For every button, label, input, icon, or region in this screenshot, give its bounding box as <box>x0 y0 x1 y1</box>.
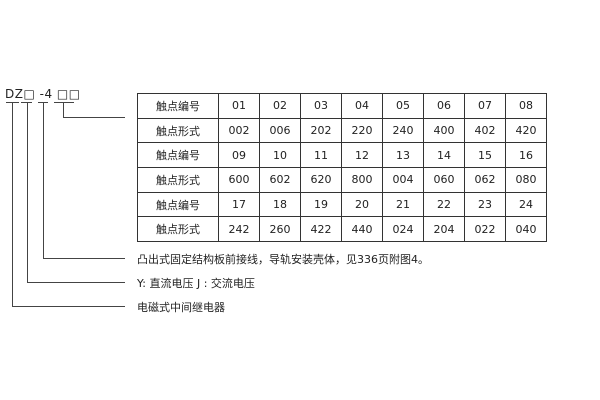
table-cell: 11 <box>300 142 342 169</box>
table-row: 触点编号 09 10 11 12 13 14 15 16 <box>137 142 547 169</box>
table-cell: 240 <box>382 117 424 144</box>
table-cell: 09 <box>218 142 260 169</box>
table-row: 触点编号 01 02 03 04 05 06 07 08 <box>137 93 547 119</box>
note-voltage: Y: 直流电压 J : 交流电压 <box>137 277 255 290</box>
table-cell: 002 <box>218 117 260 144</box>
table-cell: 04 <box>341 93 383 119</box>
model-code: DZ□ -4 □□ <box>5 87 81 101</box>
row-label: 触点形式 <box>137 117 219 144</box>
table-cell: 12 <box>341 142 383 169</box>
table-cell: 22 <box>423 191 465 218</box>
table-cell: 05 <box>382 93 424 119</box>
table-row: 触点编号 17 18 19 20 21 22 23 24 <box>137 191 547 218</box>
table-cell: 800 <box>341 167 383 193</box>
row-label: 触点形式 <box>137 216 219 243</box>
table-cell: 16 <box>505 142 547 169</box>
row-label: 触点编号 <box>137 142 219 169</box>
table-cell: 602 <box>259 167 301 193</box>
table-cell: 402 <box>464 117 506 144</box>
row-label: 触点形式 <box>137 167 219 193</box>
table-cell: 18 <box>259 191 301 218</box>
table-row: 触点形式 002 006 202 220 240 400 402 420 <box>137 117 547 144</box>
table-cell: 060 <box>423 167 465 193</box>
leader-structure <box>43 103 125 259</box>
leader-type <box>12 103 125 307</box>
table-cell: 02 <box>259 93 301 119</box>
table-cell: 620 <box>300 167 342 193</box>
table-cell: 15 <box>464 142 506 169</box>
table-cell: 004 <box>382 167 424 193</box>
table-cell: 03 <box>300 93 342 119</box>
table-cell: 040 <box>505 216 547 243</box>
table-cell: 006 <box>259 117 301 144</box>
table-cell: 242 <box>218 216 260 243</box>
table-cell: 06 <box>423 93 465 119</box>
table-cell: 062 <box>464 167 506 193</box>
table-cell: 20 <box>341 191 383 218</box>
table-cell: 080 <box>505 167 547 193</box>
table-row: 触点形式 600 602 620 800 004 060 062 080 <box>137 167 547 193</box>
table-cell: 400 <box>423 117 465 144</box>
table-cell: 13 <box>382 142 424 169</box>
row-label: 触点编号 <box>137 191 219 218</box>
table-row: 触点形式 242 260 422 440 024 204 022 040 <box>137 216 547 243</box>
table-cell: 01 <box>218 93 260 119</box>
note-type: 电磁式中间继电器 <box>137 301 225 314</box>
table-cell: 10 <box>259 142 301 169</box>
table-cell: 17 <box>218 191 260 218</box>
table-cell: 260 <box>259 216 301 243</box>
table-cell: 23 <box>464 191 506 218</box>
table-cell: 220 <box>341 117 383 144</box>
table-cell: 19 <box>300 191 342 218</box>
table-cell: 600 <box>218 167 260 193</box>
table-cell: 08 <box>505 93 547 119</box>
table-cell: 24 <box>505 191 547 218</box>
table-cell: 07 <box>464 93 506 119</box>
table-cell: 022 <box>464 216 506 243</box>
table-cell: 202 <box>300 117 342 144</box>
table-cell: 440 <box>341 216 383 243</box>
table-cell: 420 <box>505 117 547 144</box>
leader-contact <box>63 103 125 118</box>
row-label: 触点编号 <box>137 93 219 119</box>
table-cell: 204 <box>423 216 465 243</box>
contact-table: 触点编号 01 02 03 04 05 06 07 08 触点形式 002 006 202 220 240 4… <box>137 93 547 243</box>
note-structure: 凸出式固定结构板前接线，导轨安装壳体，见336页附图4。 <box>137 253 429 266</box>
table-cell: 422 <box>300 216 342 243</box>
table-cell: 21 <box>382 191 424 218</box>
leader-voltage <box>27 103 125 283</box>
table-cell: 024 <box>382 216 424 243</box>
table-cell: 14 <box>423 142 465 169</box>
